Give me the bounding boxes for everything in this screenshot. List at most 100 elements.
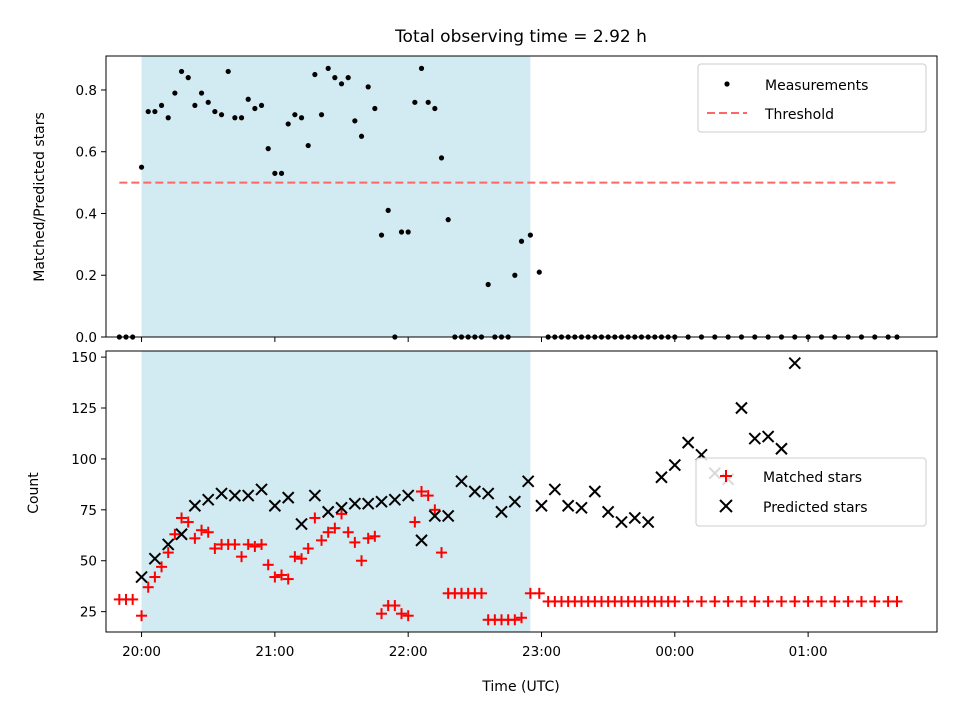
- measurement-point: [165, 115, 171, 121]
- matched-star-point: [336, 508, 348, 520]
- bottom-legend-box: [695, 457, 927, 527]
- legend-measurements-label: Measurements: [765, 78, 868, 94]
- top-y-axis-label: Matched/Predicted stars: [32, 112, 48, 282]
- measurement-point: [438, 155, 445, 161]
- measurement-point: [152, 108, 158, 115]
- predicted-star-point: [375, 495, 388, 508]
- measurement-point: [485, 281, 491, 288]
- bottom-points: [113, 357, 903, 626]
- matched-star-point: [242, 538, 254, 550]
- matched-star-point: [316, 534, 328, 546]
- measurement-point: [345, 75, 351, 81]
- measurement-point: [138, 164, 145, 170]
- legend-threshold-label: Threshold: [764, 107, 834, 123]
- matched-star-point: [775, 595, 787, 607]
- y-tick-label: 0.8: [76, 83, 97, 99]
- predicted-star-point: [535, 499, 548, 512]
- y-tick-label: 50: [80, 554, 97, 570]
- predicted-star-point: [775, 442, 788, 455]
- measurement-point: [225, 68, 231, 75]
- predicted-star-point: [188, 499, 202, 512]
- predicted-star-point: [655, 471, 668, 484]
- predicted-star-point: [348, 497, 362, 510]
- x-tick-label: 01:00: [789, 644, 828, 660]
- matched-star-point: [695, 595, 707, 607]
- x-axis-label: Time (UTC): [481, 679, 559, 695]
- measurement-point: [358, 133, 365, 139]
- matched-star-point: [735, 595, 747, 607]
- top-axes-frame: [105, 55, 938, 338]
- matched-star-point: [829, 595, 841, 607]
- measurement-point: [432, 105, 438, 112]
- measurement-point: [238, 115, 245, 121]
- measurement-point: [198, 90, 205, 96]
- predicted-star-point: [175, 528, 188, 541]
- matched-star-point: [369, 530, 381, 542]
- measurement-point: [332, 75, 338, 81]
- matched-star-point: [329, 522, 341, 534]
- bottom-legend: Matched stars Predicted stars: [695, 457, 927, 527]
- matched-star-point: [709, 595, 721, 607]
- measurement-point: [212, 108, 218, 115]
- measurement-point: [352, 118, 358, 124]
- measurement-point: [218, 112, 225, 118]
- measurement-point: [185, 75, 191, 81]
- predicted-star-point: [268, 499, 282, 512]
- legend-measurements-marker: [724, 81, 730, 87]
- matched-star-point: [176, 512, 188, 524]
- measurement-point: [158, 102, 165, 109]
- predicted-star-point: [281, 491, 295, 504]
- top-legend: Measurements Threshold: [697, 63, 927, 133]
- y-tick-label: 0.0: [76, 330, 97, 346]
- measurement-point: [512, 272, 518, 278]
- measurement-point: [178, 68, 185, 75]
- matched-star-point: [869, 595, 881, 607]
- matched-star-point: [356, 555, 368, 567]
- predicted-star-point: [428, 509, 442, 523]
- predicted-star-point: [735, 401, 748, 415]
- predicted-star-point: [162, 538, 175, 551]
- matched-star-point: [509, 614, 521, 626]
- matched-star-point: [309, 512, 321, 524]
- measurement-point: [418, 65, 425, 71]
- predicted-star-point: [215, 487, 228, 500]
- predicted-star-point: [135, 570, 148, 584]
- top-x-ticks: [141, 337, 809, 342]
- predicted-star-point: [628, 511, 642, 525]
- predicted-star-point: [575, 501, 588, 514]
- measurement-point: [292, 112, 298, 118]
- measurement-point: [405, 229, 411, 235]
- chart-title: Total observing time = 2.92 h: [394, 27, 647, 47]
- matched-star-point: [436, 547, 448, 559]
- predicted-star-point: [295, 517, 308, 531]
- bottom-x-ticks: 20:00 21:00 22:00 23:00 00:00 01:00: [122, 632, 828, 660]
- predicted-star-point: [401, 489, 415, 502]
- bottom-shaded-span: [141, 351, 531, 632]
- matched-star-point: [362, 532, 374, 544]
- bottom-y-axis-label: Count: [26, 472, 42, 514]
- matched-star-point: [815, 595, 827, 607]
- predicted-star-point: [641, 515, 655, 529]
- predicted-star-point: [615, 515, 628, 529]
- measurement-point: [265, 146, 271, 152]
- matched-star-point: [722, 595, 734, 607]
- predicted-star-point: [241, 489, 255, 502]
- matched-star-point: [533, 587, 545, 599]
- measurement-point: [285, 121, 291, 127]
- top-shaded-span: [141, 56, 531, 337]
- predicted-star-point: [415, 534, 428, 547]
- measurement-point: [145, 108, 151, 115]
- bottom-y-ticks: 25 50 75 100 125 150: [71, 350, 106, 621]
- matched-star-point: [169, 528, 181, 540]
- y-tick-label: 0.2: [76, 268, 97, 284]
- measurement-point: [232, 115, 238, 121]
- matched-star-point: [429, 504, 441, 516]
- measurement-point: [365, 84, 371, 90]
- predicted-star-point: [761, 430, 775, 443]
- matched-star-point: [302, 543, 314, 555]
- matched-star-point: [189, 532, 201, 544]
- matched-star-point: [149, 571, 161, 583]
- x-tick-label: 00:00: [655, 644, 694, 660]
- matched-star-point: [376, 608, 388, 620]
